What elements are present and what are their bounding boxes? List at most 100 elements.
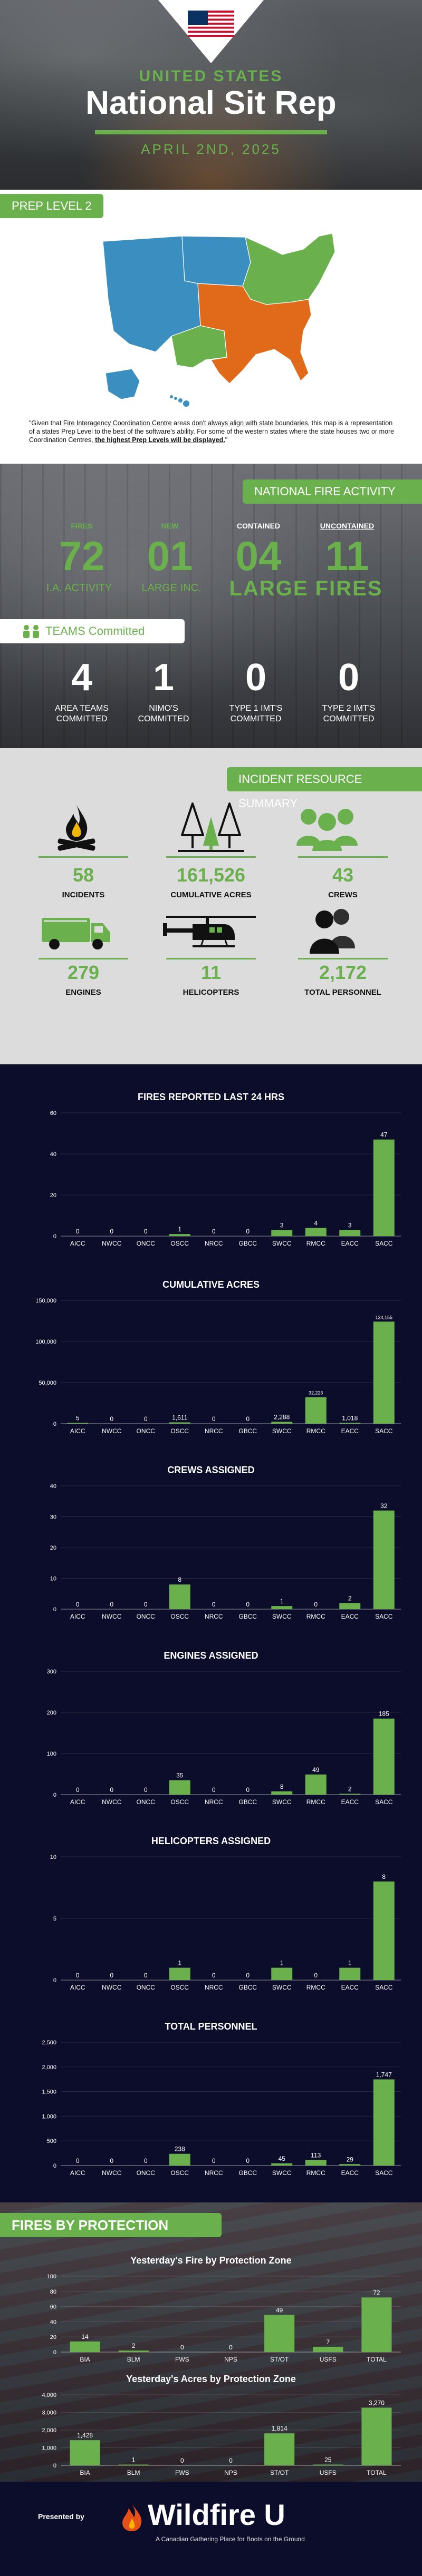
helicopter-icon bbox=[163, 916, 256, 947]
bar-value-label: 29 bbox=[347, 2156, 354, 2163]
bar-value-label: 72 bbox=[373, 2289, 380, 2296]
resource-summary-tag: INCIDENT RESOURCE SUMMARY bbox=[227, 767, 422, 810]
map-region-northeast bbox=[242, 233, 335, 305]
teams-tag: TEAMS Committed bbox=[0, 619, 185, 643]
personnel-icon bbox=[310, 909, 355, 954]
bar bbox=[271, 2163, 293, 2166]
bar-value-label: 0 bbox=[76, 2157, 80, 2164]
bar-value-label: 124,155 bbox=[375, 1315, 392, 1320]
bar bbox=[305, 1228, 327, 1236]
bar bbox=[169, 1234, 190, 1236]
page-title: National Sit Rep bbox=[85, 85, 337, 121]
x-tick-label: BLM bbox=[127, 2356, 140, 2363]
total-personnel-label: TOTAL PERSONNEL bbox=[304, 988, 381, 997]
bar-value-label: 0 bbox=[246, 1228, 250, 1235]
x-tick-label: NRCC bbox=[205, 2169, 223, 2177]
y-tick-label: 60 bbox=[50, 2304, 56, 2310]
bar-value-label: 1,428 bbox=[77, 2432, 93, 2439]
incidents-value: 58 bbox=[72, 864, 94, 886]
flame-logo-icon bbox=[122, 2504, 142, 2531]
x-tick-label: SACC bbox=[375, 1427, 393, 1435]
crews-value: 43 bbox=[332, 864, 354, 886]
bar-value-label: 0 bbox=[212, 2157, 216, 2164]
x-tick-label: GBCC bbox=[238, 2169, 257, 2177]
map-region-south bbox=[197, 283, 312, 384]
y-tick-label: 100,000 bbox=[35, 1339, 56, 1345]
y-tick-label: 40 bbox=[50, 2319, 56, 2325]
x-tick-label: AICC bbox=[70, 1613, 85, 1620]
bar bbox=[373, 1510, 395, 1609]
prep-level-section: PREP LEVEL 2 "Given that Fire Interagenc… bbox=[0, 190, 422, 464]
cumulative-acres-value: 161,526 bbox=[176, 864, 246, 886]
x-tick-label: ONCC bbox=[137, 2169, 156, 2177]
x-tick-label: GBCC bbox=[238, 1798, 257, 1806]
x-tick-label: SWCC bbox=[272, 2169, 292, 2177]
bar-value-label: 49 bbox=[276, 2306, 283, 2314]
bar-value-label: 3 bbox=[280, 1221, 284, 1229]
x-tick-label: SWCC bbox=[272, 1427, 292, 1435]
area-teams-value: 4 bbox=[71, 657, 93, 699]
x-tick-label: NWCC bbox=[102, 1240, 122, 1247]
bar-value-label: 0 bbox=[76, 1228, 80, 1235]
bar-value-label: 25 bbox=[324, 2456, 332, 2464]
y-tick-label: 100 bbox=[47, 1751, 56, 1757]
bar-value-label: 0 bbox=[110, 1415, 113, 1423]
x-tick-label: NWCC bbox=[102, 1427, 122, 1435]
chart-acres: 0 50,000 100,000 150,000 5 AICC 0 NWCC 0 ONCC 1,61… bbox=[35, 1298, 401, 1435]
region-charts-section: FIRES REPORTED LAST 24 HRS 0 20 40 60 0 AICC 0… bbox=[0, 1064, 422, 2202]
y-tick-label: 50,000 bbox=[39, 1380, 56, 1386]
engines-label: ENGINES bbox=[65, 988, 101, 997]
x-tick-label: RMCC bbox=[306, 1240, 325, 1247]
chart-title-crews: CREWS ASSIGNED bbox=[167, 1465, 255, 1475]
x-tick-label: NWCC bbox=[102, 1984, 122, 1991]
chart-title-acres: CUMULATIVE ACRES bbox=[162, 1279, 260, 1290]
prep-level-map bbox=[102, 233, 335, 407]
x-tick-label: ONCC bbox=[137, 1427, 156, 1435]
bar bbox=[373, 1139, 395, 1236]
bar-value-label: 2 bbox=[348, 1594, 352, 1602]
bar-value-label: 0 bbox=[246, 1601, 250, 1608]
protection-tag: FIRES BY PROTECTION bbox=[0, 2213, 222, 2237]
x-tick-label: SACC bbox=[375, 1984, 393, 1991]
bar bbox=[339, 2164, 361, 2166]
new-value: 01 bbox=[147, 533, 193, 579]
bar-value-label: 0 bbox=[246, 1786, 250, 1794]
crews-label: CREWS bbox=[328, 890, 358, 899]
x-tick-label: OSCC bbox=[170, 1613, 189, 1620]
bar bbox=[70, 2440, 100, 2465]
prep-note: "Given that Fire Interagency Coordinatio… bbox=[29, 419, 395, 444]
x-tick-label: NWCC bbox=[102, 2169, 122, 2177]
nimos-label: NIMO'S COMMITTED bbox=[138, 704, 189, 723]
large-inc-label: LARGE INC. bbox=[141, 582, 202, 594]
bar-value-label: 1,814 bbox=[272, 2425, 287, 2432]
bar-value-label: 4 bbox=[314, 1219, 318, 1227]
bar-value-label: 8 bbox=[280, 1783, 284, 1790]
bar bbox=[339, 1423, 361, 1424]
bar-value-label: 0 bbox=[110, 1786, 113, 1794]
bar-value-label: 0 bbox=[144, 1786, 148, 1794]
chart-title-personnel: TOTAL PERSONNEL bbox=[165, 2021, 257, 2032]
fire-activity-section: NATIONAL FIRE ACTIVITY FIRES NEW CONTAIN… bbox=[0, 464, 422, 748]
bar-value-label: 2 bbox=[132, 2342, 136, 2349]
map-region-north-central bbox=[181, 236, 251, 287]
x-tick-label: OSCC bbox=[170, 2169, 189, 2177]
bar-value-label: 35 bbox=[176, 1772, 184, 1779]
bar-value-label: 1 bbox=[280, 1598, 284, 1605]
bar bbox=[361, 2297, 392, 2352]
bar bbox=[313, 2346, 343, 2352]
map-region-alaska bbox=[105, 368, 140, 400]
bar-value-label: 0 bbox=[180, 2344, 184, 2351]
bar-value-label: 8 bbox=[178, 1576, 181, 1583]
bar bbox=[305, 1774, 327, 1795]
resource-summary-section: INCIDENT RESOURCE SUMMARY bbox=[0, 748, 422, 1064]
chart-personnel: 0 500 1,000 1,500 2,000 2,500 0 AICC 0 NWCC 0 ONCC 2… bbox=[42, 2040, 401, 2177]
x-tick-label: ST/OT bbox=[270, 2469, 289, 2476]
fires-label: FIRES bbox=[71, 522, 93, 530]
x-tick-label: ONCC bbox=[137, 1240, 156, 1247]
bar-value-label: 0 bbox=[314, 1601, 318, 1608]
y-tick-label: 100 bbox=[47, 2274, 56, 2280]
bar bbox=[373, 2079, 395, 2166]
x-tick-label: BLM bbox=[127, 2469, 140, 2476]
x-tick-label: SWCC bbox=[272, 1798, 292, 1806]
y-tick-label: 2,500 bbox=[42, 2040, 56, 2046]
